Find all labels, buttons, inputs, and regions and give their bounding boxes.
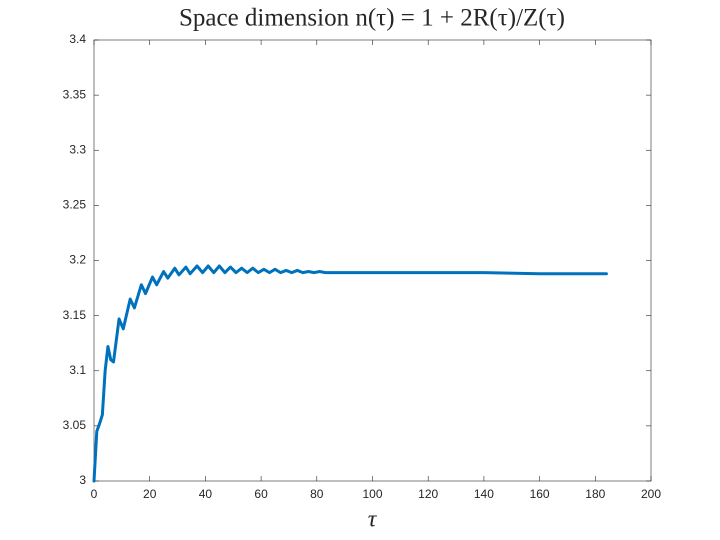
y-tick-label: 3.35 — [63, 87, 87, 101]
x-tick-label: 140 — [474, 487, 494, 501]
x-tick-label: 0 — [91, 487, 98, 501]
x-tick-label: 200 — [641, 487, 661, 501]
x-tick-label: 60 — [254, 487, 268, 501]
chart-title: Space dimension n(τ) = 1 + 2R(τ)/Z(τ) — [179, 5, 565, 32]
y-tick-label: 3.25 — [63, 198, 87, 212]
y-tick-label: 3 — [79, 473, 86, 487]
y-tick-label: 3.1 — [69, 363, 86, 377]
x-tick-label: 40 — [199, 487, 213, 501]
y-tick-label: 3.05 — [63, 418, 87, 432]
y-tick-label: 3.2 — [69, 253, 86, 267]
plot-box — [93, 39, 652, 482]
x-axis-label: τ — [368, 507, 378, 533]
x-tick-label: 80 — [310, 487, 324, 501]
x-tick-label: 120 — [418, 487, 438, 501]
x-tick-label: 180 — [585, 487, 605, 501]
y-tick-label: 3.3 — [69, 142, 86, 156]
x-tick-label: 100 — [362, 487, 382, 501]
y-tick-label: 3.4 — [69, 32, 86, 46]
y-tick-label: 3.15 — [63, 308, 87, 322]
data-line — [92, 264, 608, 483]
x-tick-label: 160 — [530, 487, 550, 501]
x-tick-label: 20 — [143, 487, 157, 501]
